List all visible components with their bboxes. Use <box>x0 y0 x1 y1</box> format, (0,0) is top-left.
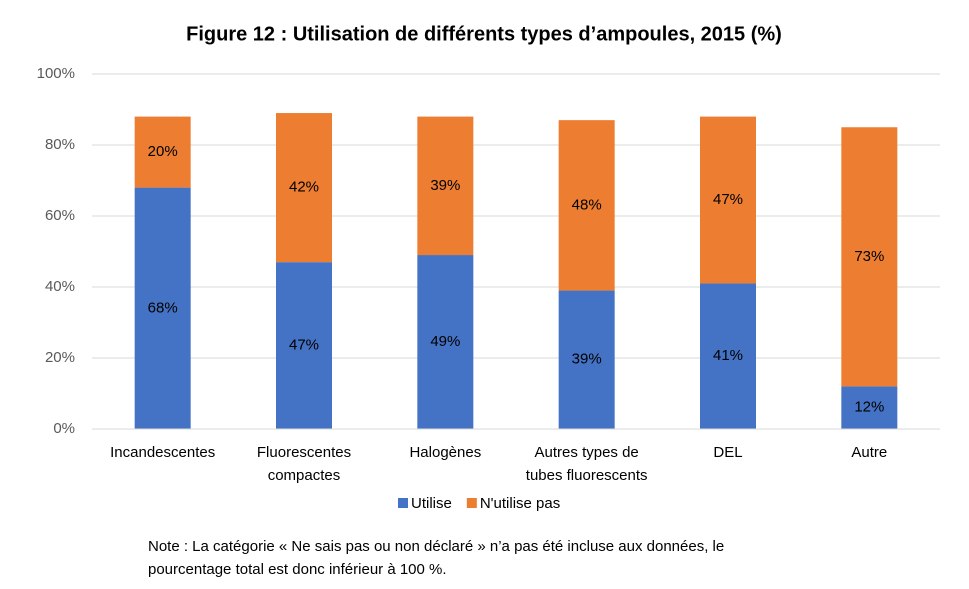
bar-segment <box>841 386 898 429</box>
note: pourcentage total est donc inférieur à 1… <box>148 561 447 578</box>
data-label: 48% <box>572 196 602 213</box>
legend-label: Utilise <box>411 495 452 512</box>
bar-segment <box>417 116 474 256</box>
x-tick-label: Autres types de tubes fluorescents <box>526 444 648 484</box>
data-label: 39% <box>430 177 460 194</box>
bar-segment <box>558 290 615 429</box>
bar-segment <box>700 283 756 429</box>
bar-segment <box>417 255 474 429</box>
legend-label: N'utilise pas <box>480 495 560 512</box>
bar-segment <box>276 262 332 429</box>
y-tick-label: 60% <box>45 207 75 224</box>
bar-segment <box>276 113 332 263</box>
data-label: 47% <box>289 337 319 354</box>
data-label: 42% <box>289 179 319 196</box>
legend-swatch <box>398 498 408 508</box>
x-tick-label: Autre <box>851 444 887 461</box>
data-label: 68% <box>148 299 178 316</box>
y-tick-label: 100% <box>37 65 75 82</box>
x-tick-label: Halogènes <box>409 444 481 461</box>
y-tick-label: 40% <box>45 278 75 295</box>
x-tick-label: Incandescentes <box>110 444 215 461</box>
bar-segment <box>700 116 756 284</box>
data-label: 20% <box>148 143 178 160</box>
bar-segment <box>134 116 191 188</box>
data-label: 12% <box>854 399 884 416</box>
data-label: 39% <box>572 351 602 368</box>
bar-segment <box>558 120 615 291</box>
chart-title: Figure 12 : Utilisation de différents ty… <box>186 23 782 45</box>
data-label: 73% <box>854 248 884 265</box>
note: Note : La catégorie « Ne sais pas ou non… <box>148 538 724 555</box>
x-tick-label: Fluorescentes compactes <box>257 444 351 484</box>
data-label: 49% <box>430 333 460 350</box>
bar-segment <box>841 127 898 387</box>
data-label: 47% <box>713 191 743 208</box>
x-tick-label: DEL <box>713 444 742 461</box>
y-tick-label: 0% <box>53 420 75 437</box>
bar-segment <box>134 187 191 429</box>
y-tick-label: 20% <box>45 349 75 366</box>
data-label: 41% <box>713 347 743 364</box>
legend-swatch <box>466 498 477 508</box>
y-tick-label: 80% <box>45 136 75 153</box>
